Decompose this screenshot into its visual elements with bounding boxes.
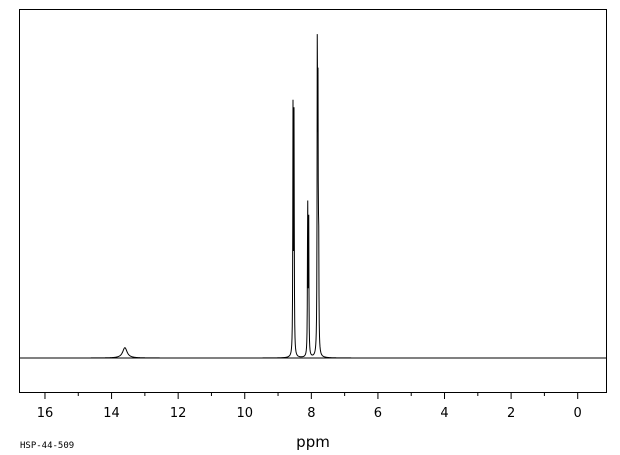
tick-label: 0 (574, 406, 582, 421)
tick-label: 12 (170, 406, 187, 421)
plot-frame (19, 9, 607, 393)
x-axis-title: ppm (296, 433, 330, 451)
tick-label: 10 (236, 406, 253, 421)
tick-label: 4 (440, 406, 448, 421)
spectrum-trace (20, 34, 606, 359)
spectrum-code-label: HSP-44-509 (20, 441, 74, 451)
tick-label: 16 (37, 406, 54, 421)
tick-label: 8 (307, 406, 315, 421)
tick-label: 6 (374, 406, 382, 421)
tick-label: 14 (103, 406, 120, 421)
tick-label: 2 (507, 406, 515, 421)
x-axis-ticks: 16 14 12 10 8 6 4 2 0 (37, 392, 582, 421)
